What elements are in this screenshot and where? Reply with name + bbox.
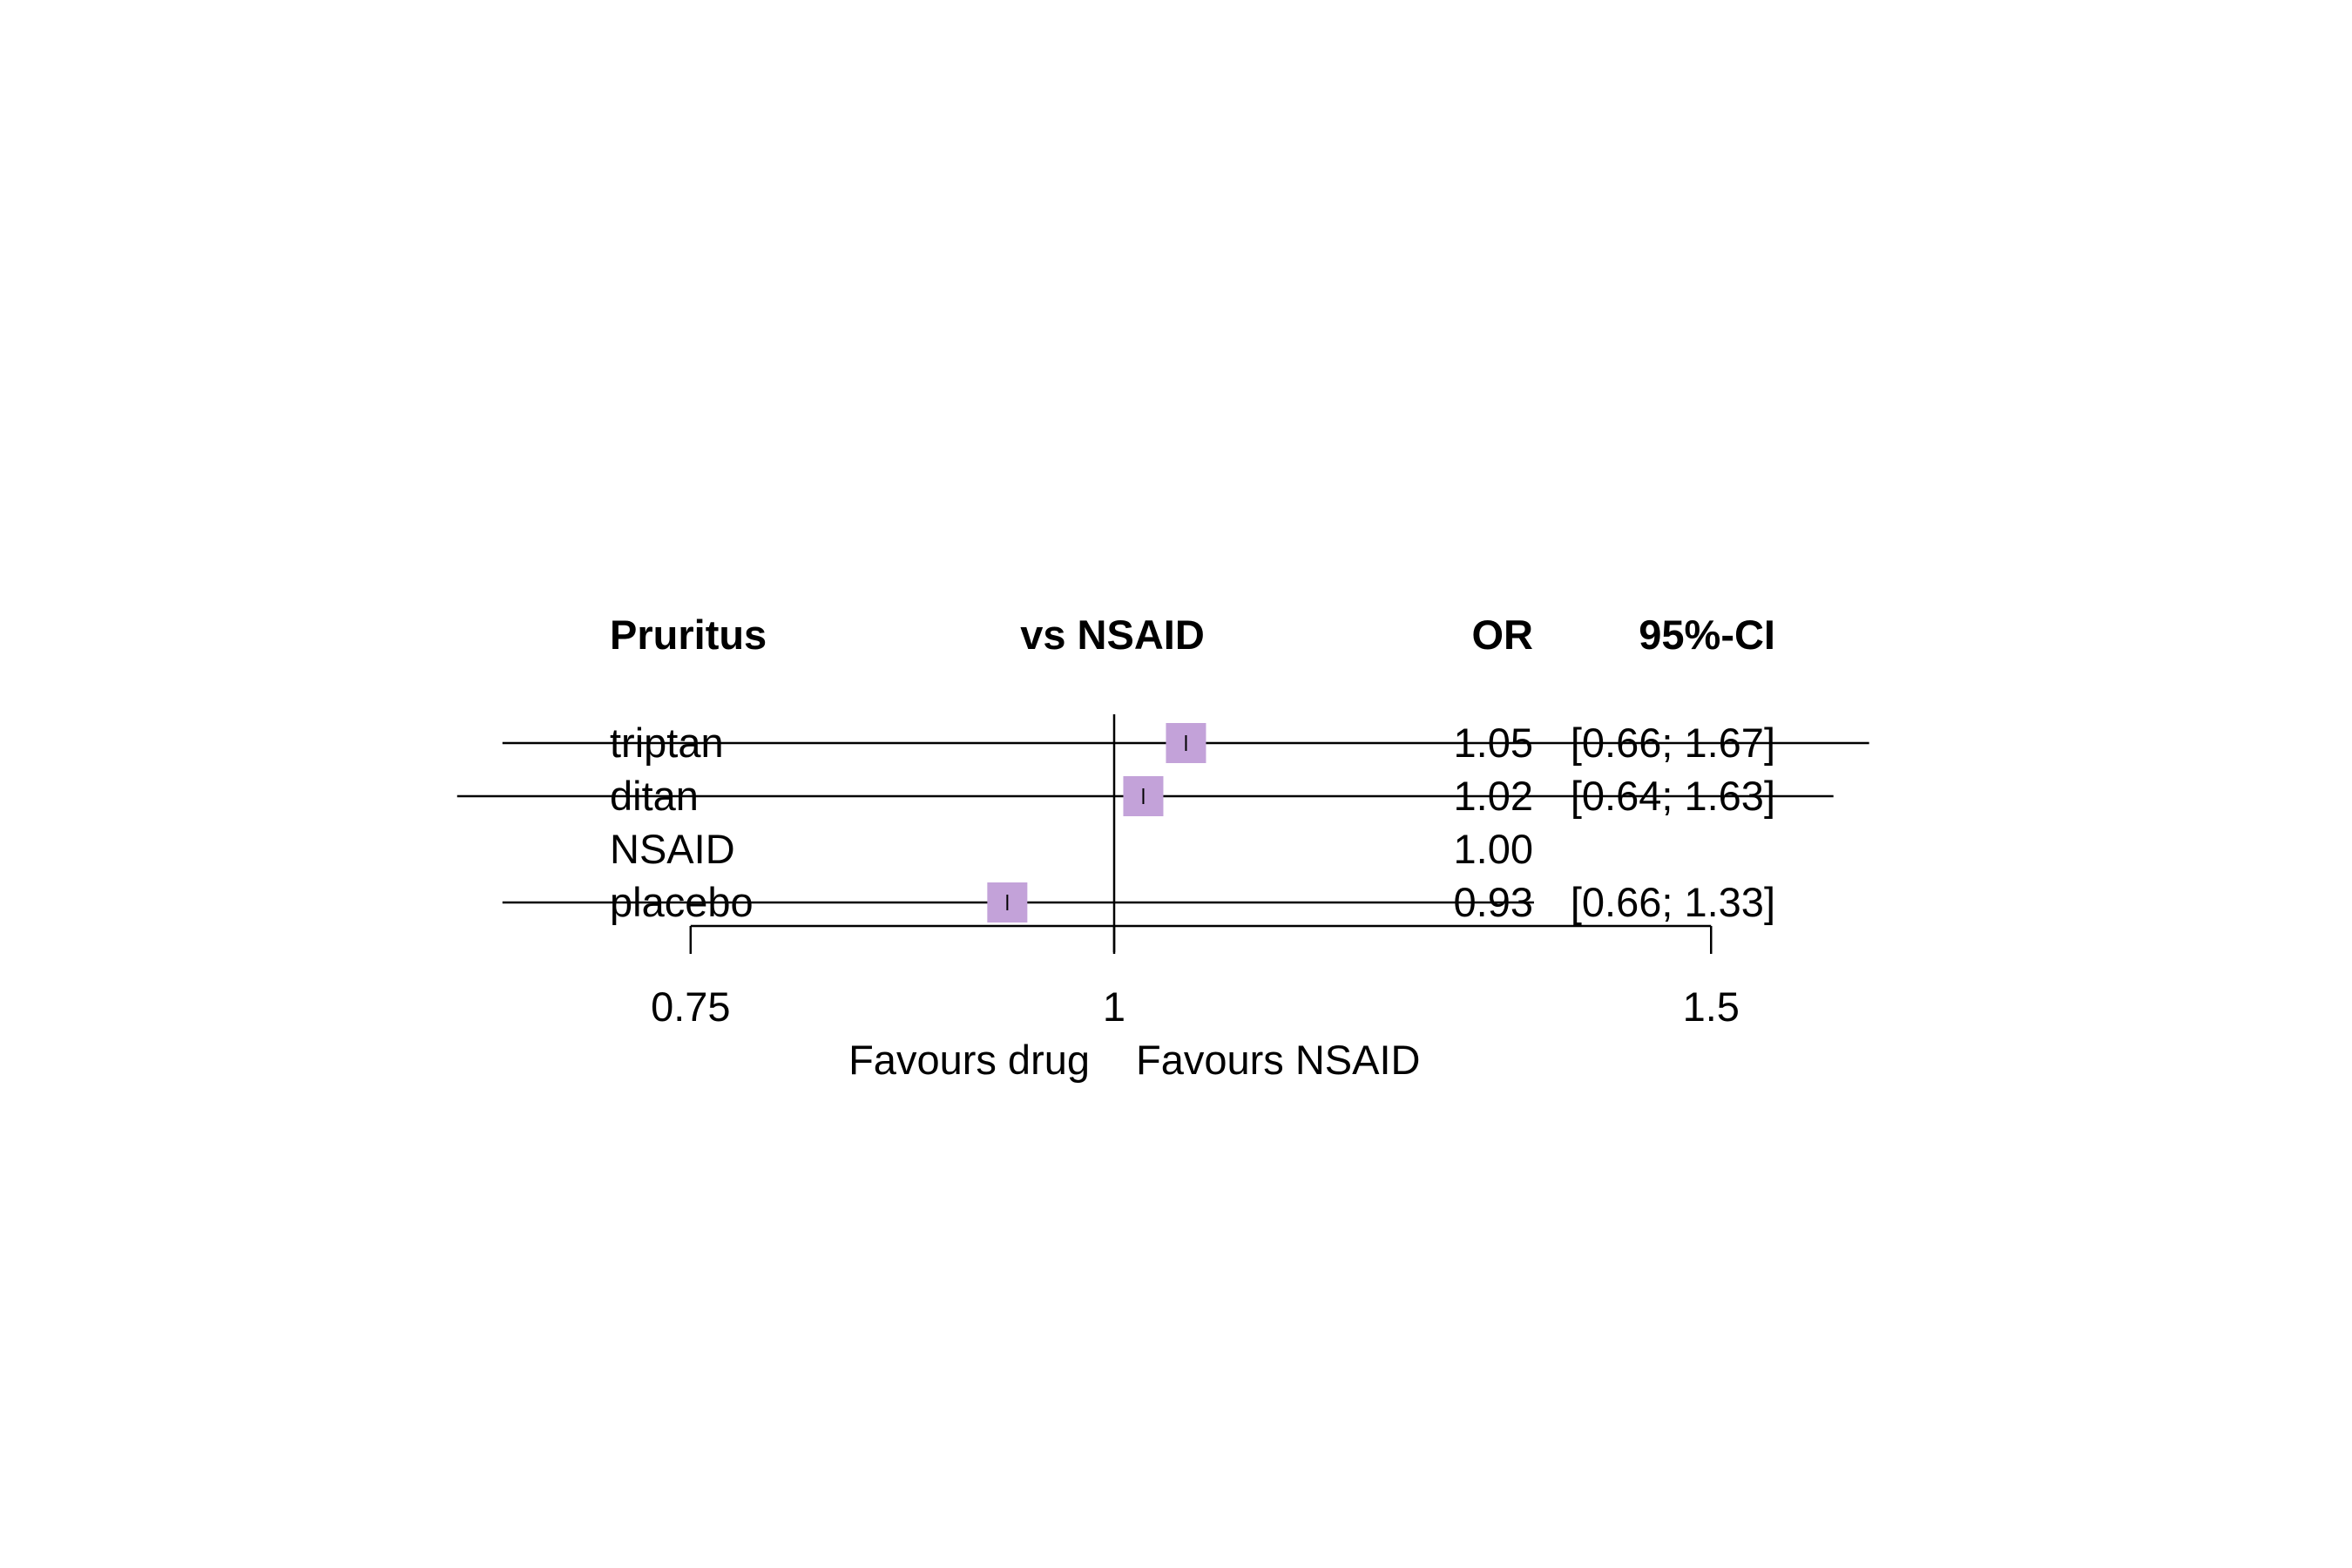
estimate-header: OR [1472,612,1534,658]
favours-left-label: Favours drug [848,1037,1090,1083]
x-tick-label: 0.75 [651,983,730,1030]
outcome-header: Pruritus [610,612,767,658]
row-label: NSAID [610,826,735,872]
x-tick-label: 1.5 [1683,983,1740,1030]
ci-value: [0.66; 1.33] [1571,879,1775,925]
x-tick-label: 1 [1103,983,1125,1030]
favours-right-label: Favours NSAID [1136,1037,1420,1083]
comparison-header: vs NSAID [1020,612,1205,658]
or-value: 1.00 [1454,826,1533,872]
ci-header: 95%-CI [1639,612,1775,658]
